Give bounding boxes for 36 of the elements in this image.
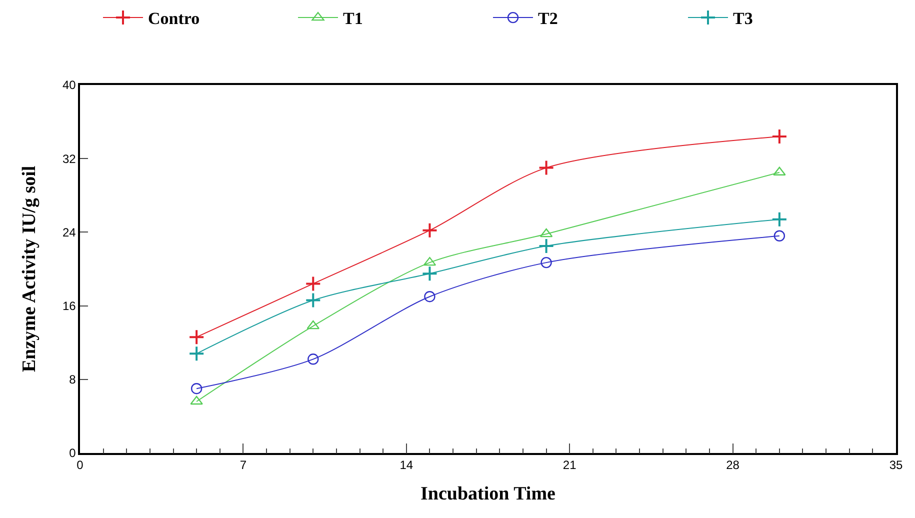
point — [771, 211, 788, 228]
point — [423, 256, 436, 266]
y-axis-title: Enzyme Activity IU/g soil — [18, 166, 40, 372]
y-tick-label: 40 — [62, 78, 76, 92]
x-tick-label: 35 — [889, 458, 903, 472]
point — [540, 228, 553, 238]
point — [424, 291, 436, 302]
y-tick-label: 32 — [62, 152, 76, 166]
point — [190, 396, 203, 405]
legend-label: T2 — [538, 9, 558, 28]
x-tick-label: 14 — [400, 458, 414, 472]
point — [538, 238, 554, 254]
y-tick-label: 0 — [69, 446, 76, 460]
y-tick-label: 8 — [69, 372, 76, 387]
point — [774, 230, 786, 242]
legend-label: T1 — [343, 9, 363, 28]
legend-label: Contro — [148, 9, 200, 28]
point — [540, 256, 552, 268]
point — [308, 354, 319, 365]
point — [538, 160, 554, 176]
y-tick-label: 24 — [62, 225, 76, 240]
point — [305, 292, 322, 308]
point — [422, 222, 438, 238]
point — [190, 383, 202, 394]
x-tick-label: 7 — [240, 458, 247, 472]
point — [305, 276, 322, 292]
point — [306, 320, 320, 330]
x-tick-label: 21 — [562, 458, 577, 472]
x-axis-title: Incubation Time — [420, 483, 556, 504]
y-tick-label: 16 — [62, 299, 76, 313]
point — [188, 329, 205, 346]
x-tick-label: 28 — [726, 458, 740, 472]
point — [771, 128, 788, 145]
legend-label: T3 — [733, 9, 753, 28]
point — [188, 346, 205, 362]
point — [422, 266, 438, 282]
